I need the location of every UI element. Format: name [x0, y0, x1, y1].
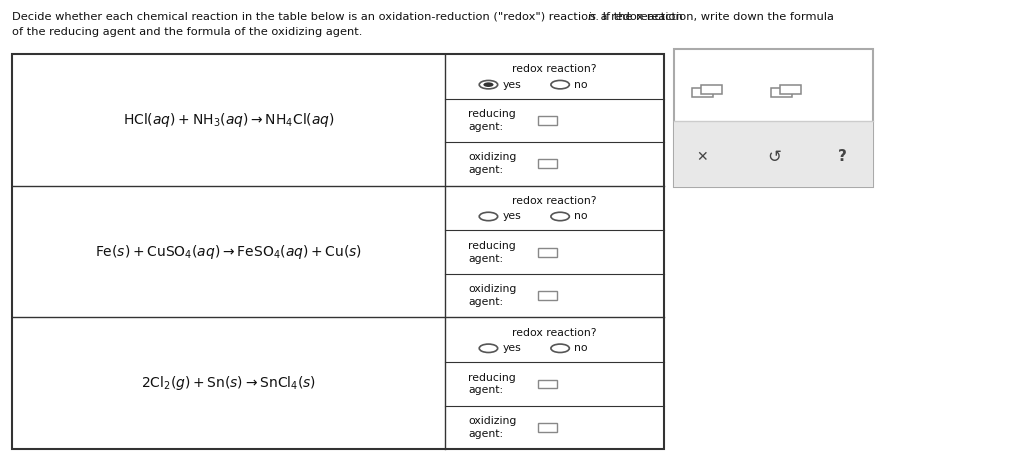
Bar [701, 85, 722, 94]
Text: a redox reaction, write down the formula: a redox reaction, write down the formula [597, 12, 834, 22]
Text: oxidizing
agent:: oxidizing agent: [468, 284, 516, 307]
Text: ?: ? [839, 149, 847, 164]
Circle shape [551, 344, 569, 352]
Text: reducing
agent:: reducing agent: [468, 109, 516, 132]
Text: redox reaction?: redox reaction? [512, 64, 597, 74]
Text: redox reaction?: redox reaction? [512, 196, 597, 206]
Bar [538, 160, 557, 168]
Text: yes: yes [502, 212, 521, 221]
Text: $\mathrm{Fe}(s) + \mathrm{CuSO_4}(aq) \rightarrow \mathrm{FeSO_4}(aq) + \mathrm{: $\mathrm{Fe}(s) + \mathrm{CuSO_4}(aq) \r… [95, 242, 362, 261]
Bar [692, 88, 713, 97]
Text: reducing
agent:: reducing agent: [468, 373, 516, 395]
Text: reducing
agent:: reducing agent: [468, 241, 516, 263]
Text: oxidizing
agent:: oxidizing agent: [468, 416, 516, 439]
Bar [538, 423, 557, 432]
Text: yes: yes [502, 344, 521, 353]
Bar [538, 291, 557, 300]
Text: oxidizing
agent:: oxidizing agent: [468, 153, 516, 176]
Bar [674, 121, 873, 187]
Circle shape [479, 80, 498, 89]
Text: no: no [573, 212, 588, 221]
Bar [538, 380, 557, 388]
Circle shape [479, 344, 498, 352]
Circle shape [551, 80, 569, 89]
Circle shape [483, 82, 494, 87]
Text: of the reducing agent and the formula of the oxidizing agent.: of the reducing agent and the formula of… [12, 27, 362, 37]
Bar [771, 88, 792, 97]
Text: ↺: ↺ [767, 148, 781, 166]
Bar [674, 49, 873, 187]
Bar [780, 85, 801, 94]
Circle shape [479, 212, 498, 221]
Text: no: no [573, 80, 588, 90]
Text: no: no [573, 344, 588, 353]
Text: $\mathrm{HCl}(aq) + \mathrm{NH_3}(aq) \rightarrow \mathrm{NH_4Cl}(aq)$: $\mathrm{HCl}(aq) + \mathrm{NH_3}(aq) \r… [123, 111, 335, 129]
Circle shape [551, 212, 569, 221]
Bar [538, 248, 557, 256]
Text: yes: yes [502, 80, 521, 90]
Bar [12, 54, 664, 449]
Text: redox reaction?: redox reaction? [512, 328, 597, 338]
Text: is: is [588, 12, 596, 22]
Text: ✕: ✕ [696, 150, 709, 164]
Text: Decide whether each chemical reaction in the table below is an oxidation-reducti: Decide whether each chemical reaction in… [12, 12, 687, 22]
Text: $\mathrm{2Cl_2}(g) + \mathrm{Sn}(s) \rightarrow \mathrm{SnCl_4}(s)$: $\mathrm{2Cl_2}(g) + \mathrm{Sn}(s) \rig… [141, 374, 316, 392]
Bar [538, 116, 557, 125]
